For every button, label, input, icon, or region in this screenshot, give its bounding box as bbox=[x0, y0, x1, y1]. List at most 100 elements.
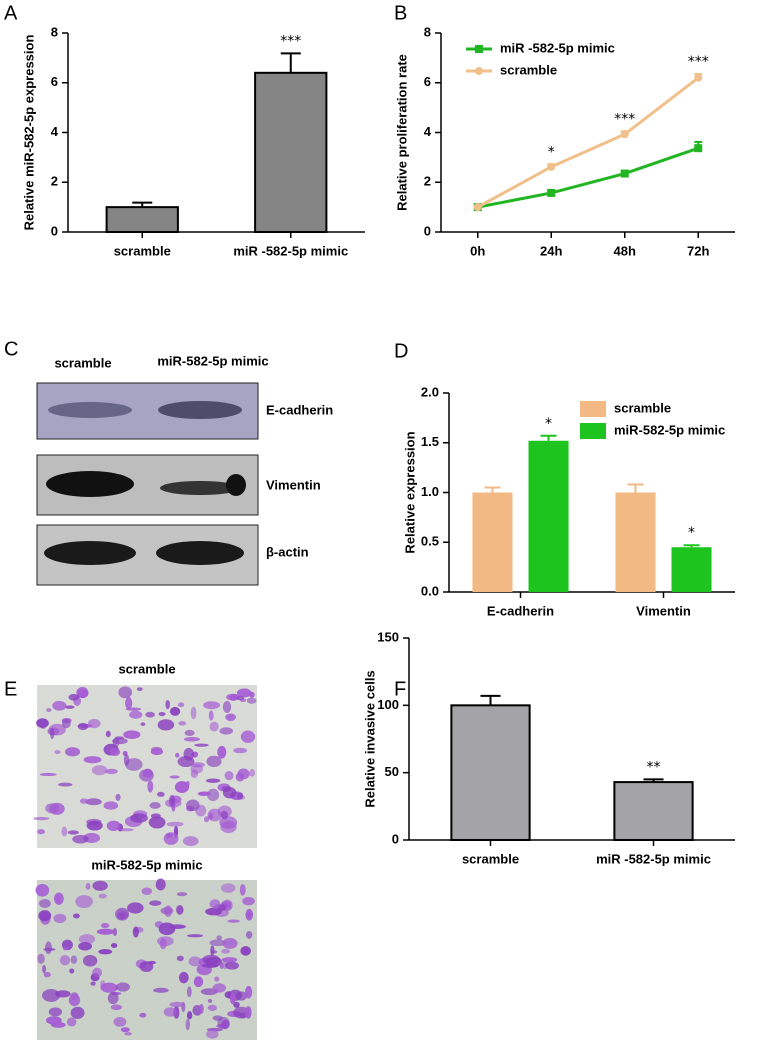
cell bbox=[225, 961, 239, 970]
cell bbox=[58, 782, 73, 787]
image-caption: miR-582-5p mimic bbox=[91, 857, 202, 872]
cell bbox=[208, 710, 214, 721]
y-tick-label: 100 bbox=[377, 697, 399, 712]
cell bbox=[164, 905, 173, 917]
cell bbox=[83, 756, 102, 764]
cell bbox=[72, 834, 89, 844]
cell bbox=[85, 882, 91, 890]
cell bbox=[193, 976, 204, 988]
cell bbox=[125, 707, 142, 711]
cell bbox=[87, 718, 101, 729]
cell bbox=[176, 955, 184, 962]
cell bbox=[69, 968, 75, 974]
cell bbox=[240, 946, 252, 956]
cell bbox=[186, 1011, 193, 1020]
cell bbox=[53, 892, 64, 905]
cell bbox=[79, 798, 89, 804]
cell bbox=[224, 771, 234, 781]
y-tick-label: 0 bbox=[51, 223, 58, 238]
cell bbox=[183, 747, 194, 761]
cell bbox=[233, 747, 248, 754]
cell bbox=[115, 793, 121, 801]
cell bbox=[115, 982, 130, 992]
significance: *** bbox=[280, 33, 301, 49]
cell bbox=[186, 799, 200, 812]
cell bbox=[136, 687, 143, 692]
cell bbox=[77, 722, 89, 731]
cell bbox=[169, 775, 180, 779]
cell bbox=[166, 821, 184, 827]
cell bbox=[246, 697, 257, 704]
cell bbox=[66, 1017, 77, 1027]
cell bbox=[147, 960, 156, 965]
bar bbox=[528, 440, 569, 592]
cell bbox=[85, 798, 102, 806]
cell bbox=[43, 947, 56, 951]
cell bbox=[91, 765, 108, 776]
cell bbox=[70, 1006, 85, 1019]
cell bbox=[100, 923, 110, 929]
cell bbox=[124, 1032, 132, 1036]
band-label: E-cadherin bbox=[266, 402, 333, 417]
cell bbox=[221, 957, 238, 963]
cell bbox=[176, 892, 188, 897]
cell bbox=[194, 743, 209, 747]
panel-label: A bbox=[4, 2, 18, 24]
cell bbox=[221, 948, 230, 954]
point bbox=[694, 73, 703, 82]
cell bbox=[112, 737, 120, 748]
cell bbox=[67, 830, 79, 835]
cell bbox=[221, 883, 236, 893]
cell bbox=[118, 686, 133, 699]
cell bbox=[70, 955, 78, 964]
cell bbox=[225, 713, 236, 721]
y-tick-label: 0 bbox=[424, 223, 431, 238]
significance: * bbox=[545, 416, 552, 432]
cell bbox=[226, 693, 240, 701]
legend-marker bbox=[475, 67, 483, 75]
panel-label: B bbox=[394, 2, 407, 24]
band-label: β-actin bbox=[266, 544, 309, 559]
cell bbox=[46, 708, 52, 713]
cell bbox=[150, 748, 164, 756]
cell bbox=[92, 967, 103, 978]
cell bbox=[50, 1022, 66, 1028]
y-tick-label: 8 bbox=[51, 24, 58, 39]
cell bbox=[165, 699, 170, 710]
cell bbox=[245, 1006, 252, 1019]
cell bbox=[54, 750, 61, 754]
cell bbox=[212, 983, 227, 993]
cell bbox=[141, 887, 153, 895]
image-caption: scramble bbox=[118, 661, 175, 676]
legend-swatch bbox=[580, 401, 606, 417]
cell bbox=[227, 919, 240, 923]
cell bbox=[39, 772, 57, 777]
significance: * bbox=[548, 144, 555, 160]
cell bbox=[147, 780, 154, 793]
cell bbox=[75, 895, 93, 908]
y-tick-label: 2 bbox=[424, 174, 431, 189]
x-tick-label: scramble bbox=[114, 243, 171, 258]
cell bbox=[33, 816, 50, 821]
cell bbox=[187, 934, 204, 938]
cell bbox=[149, 900, 162, 906]
point bbox=[694, 144, 703, 153]
cell bbox=[217, 904, 227, 911]
y-tick-label: 150 bbox=[377, 629, 399, 644]
cell bbox=[205, 956, 223, 967]
cell bbox=[176, 905, 184, 915]
cell bbox=[158, 922, 176, 936]
cell bbox=[156, 791, 165, 797]
cell bbox=[114, 736, 125, 740]
cell bbox=[236, 688, 252, 698]
cell bbox=[49, 802, 65, 815]
y-axis-label: Relative expression bbox=[402, 431, 417, 553]
bar bbox=[671, 547, 712, 592]
cell bbox=[86, 820, 103, 831]
cell bbox=[106, 820, 121, 832]
y-axis-label: Relative miR-582-5p expression bbox=[21, 35, 36, 231]
blot-strip bbox=[36, 524, 259, 586]
cell bbox=[109, 748, 121, 757]
cell bbox=[48, 1007, 63, 1017]
